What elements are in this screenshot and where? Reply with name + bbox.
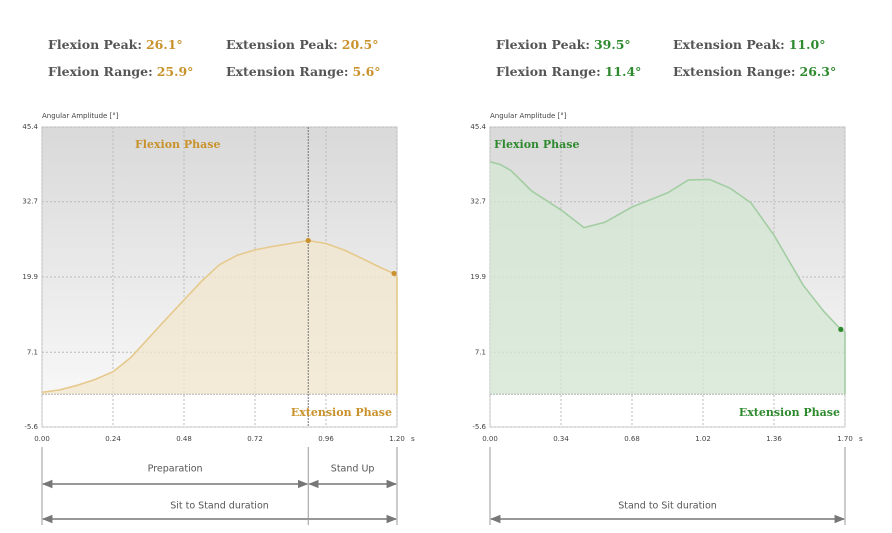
- stat-value: 25.9°: [157, 64, 194, 79]
- highlight-point: [391, 270, 397, 277]
- stat-label: Flexion Range:: [496, 64, 601, 79]
- stat-value: 11.4°: [605, 64, 642, 79]
- stat: Flexion Peak: 39.5°: [496, 37, 631, 52]
- flexion-label: Flexion Phase: [135, 138, 220, 151]
- x-tick-label: 0.48: [176, 435, 192, 443]
- stat-label: Extension Range:: [226, 64, 349, 79]
- x-tick-label: 0.34: [553, 435, 569, 443]
- stat-value: 11.0°: [789, 37, 826, 52]
- x-tick-label: 1.20: [389, 435, 405, 443]
- x-tick-label: 0.24: [105, 435, 121, 443]
- y-tick-label: 45.4: [470, 123, 486, 131]
- duration-label: Stand Up: [331, 464, 375, 475]
- stat: Flexion Range: 11.4°: [496, 64, 641, 79]
- stat-label: Flexion Range:: [48, 64, 153, 79]
- y-tick-label: 32.7: [22, 198, 38, 206]
- stat: Flexion Peak: 26.1°: [48, 37, 183, 52]
- stat-label: Extension Peak:: [673, 37, 785, 52]
- stat: Extension Range: 26.3°: [673, 64, 836, 79]
- stat-label: Flexion Peak:: [496, 37, 590, 52]
- stat-value: 39.5°: [594, 37, 631, 52]
- stat: Flexion Range: 25.9°: [48, 64, 193, 79]
- stat-value: 20.5°: [342, 37, 379, 52]
- stat-value: 26.1°: [146, 37, 183, 52]
- x-tick-label: 1.70: [837, 435, 853, 443]
- y-tick-label: 19.9: [470, 273, 486, 281]
- x-tick-label: 1.02: [695, 435, 711, 443]
- y-tick-label: 7.1: [27, 348, 38, 356]
- stat-value: 5.6°: [353, 64, 381, 79]
- stat-label: Extension Range:: [673, 64, 796, 79]
- x-tick-label: 0.68: [624, 435, 640, 443]
- duration-label: Sit to Stand duration: [170, 501, 269, 512]
- duration-label: Stand to Sit duration: [618, 501, 717, 512]
- y-axis-label: Angular Amplitude [°]: [490, 112, 567, 120]
- highlight-point: [305, 237, 311, 244]
- extension-label: Extension Phase: [739, 406, 840, 419]
- x-axis-label: s: [859, 435, 863, 443]
- duration-label: Preparation: [148, 464, 203, 475]
- area-line: [489, 160, 846, 333]
- y-tick-label: -5.6: [472, 423, 486, 431]
- y-axis-label: Angular Amplitude [°]: [42, 112, 119, 120]
- y-tick-label: 45.4: [22, 123, 38, 131]
- area-fill: [490, 161, 845, 395]
- area-line: [41, 239, 398, 394]
- x-tick-label: 1.36: [766, 435, 782, 443]
- x-tick-label: 0.00: [34, 435, 50, 443]
- stat-value: 26.3°: [800, 64, 837, 79]
- extension-label: Extension Phase: [291, 406, 392, 419]
- y-tick-label: 7.1: [475, 348, 486, 356]
- stat-label: Extension Peak:: [226, 37, 338, 52]
- x-tick-label: 0.00: [482, 435, 498, 443]
- stat: Extension Peak: 11.0°: [673, 37, 825, 52]
- highlight-point: [838, 326, 844, 332]
- y-tick-label: -5.6: [24, 423, 38, 431]
- stat-label: Flexion Peak:: [48, 37, 142, 52]
- stat: Extension Peak: 20.5°: [226, 37, 378, 52]
- x-tick-label: 0.72: [247, 435, 263, 443]
- stat: Extension Range: 5.6°: [226, 64, 381, 79]
- x-axis-label: s: [411, 435, 415, 443]
- y-tick-label: 32.7: [470, 198, 486, 206]
- y-tick-label: 19.9: [22, 273, 38, 281]
- flexion-label: Flexion Phase: [494, 138, 579, 151]
- x-tick-label: 0.96: [318, 435, 334, 443]
